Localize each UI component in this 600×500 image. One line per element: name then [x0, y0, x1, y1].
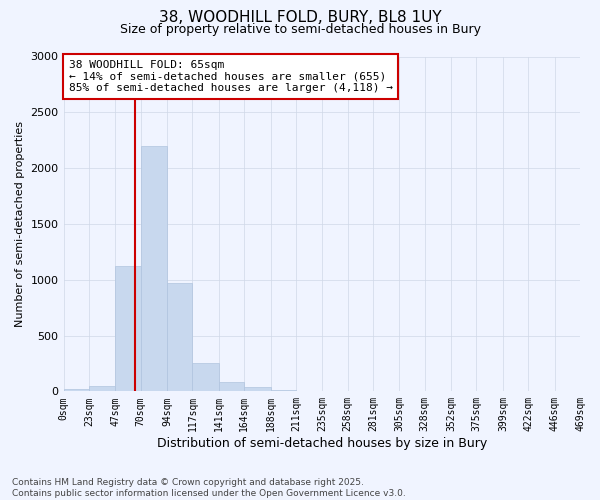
Text: Size of property relative to semi-detached houses in Bury: Size of property relative to semi-detach…: [119, 22, 481, 36]
Bar: [193, 363, 219, 392]
Bar: [115, 266, 140, 392]
Text: 38 WOODHILL FOLD: 65sqm
← 14% of semi-detached houses are smaller (655)
85% of s: 38 WOODHILL FOLD: 65sqm ← 14% of semi-de…: [69, 60, 393, 93]
Bar: [140, 146, 167, 392]
Bar: [89, 386, 115, 392]
Bar: [167, 282, 193, 392]
Y-axis label: Number of semi-detached properties: Number of semi-detached properties: [15, 121, 25, 327]
Bar: [271, 390, 296, 392]
Bar: [296, 391, 322, 392]
Bar: [219, 382, 244, 392]
Bar: [64, 388, 89, 392]
X-axis label: Distribution of semi-detached houses by size in Bury: Distribution of semi-detached houses by …: [157, 437, 487, 450]
Text: 38, WOODHILL FOLD, BURY, BL8 1UY: 38, WOODHILL FOLD, BURY, BL8 1UY: [158, 10, 442, 25]
Text: Contains HM Land Registry data © Crown copyright and database right 2025.
Contai: Contains HM Land Registry data © Crown c…: [12, 478, 406, 498]
Bar: [244, 388, 271, 392]
